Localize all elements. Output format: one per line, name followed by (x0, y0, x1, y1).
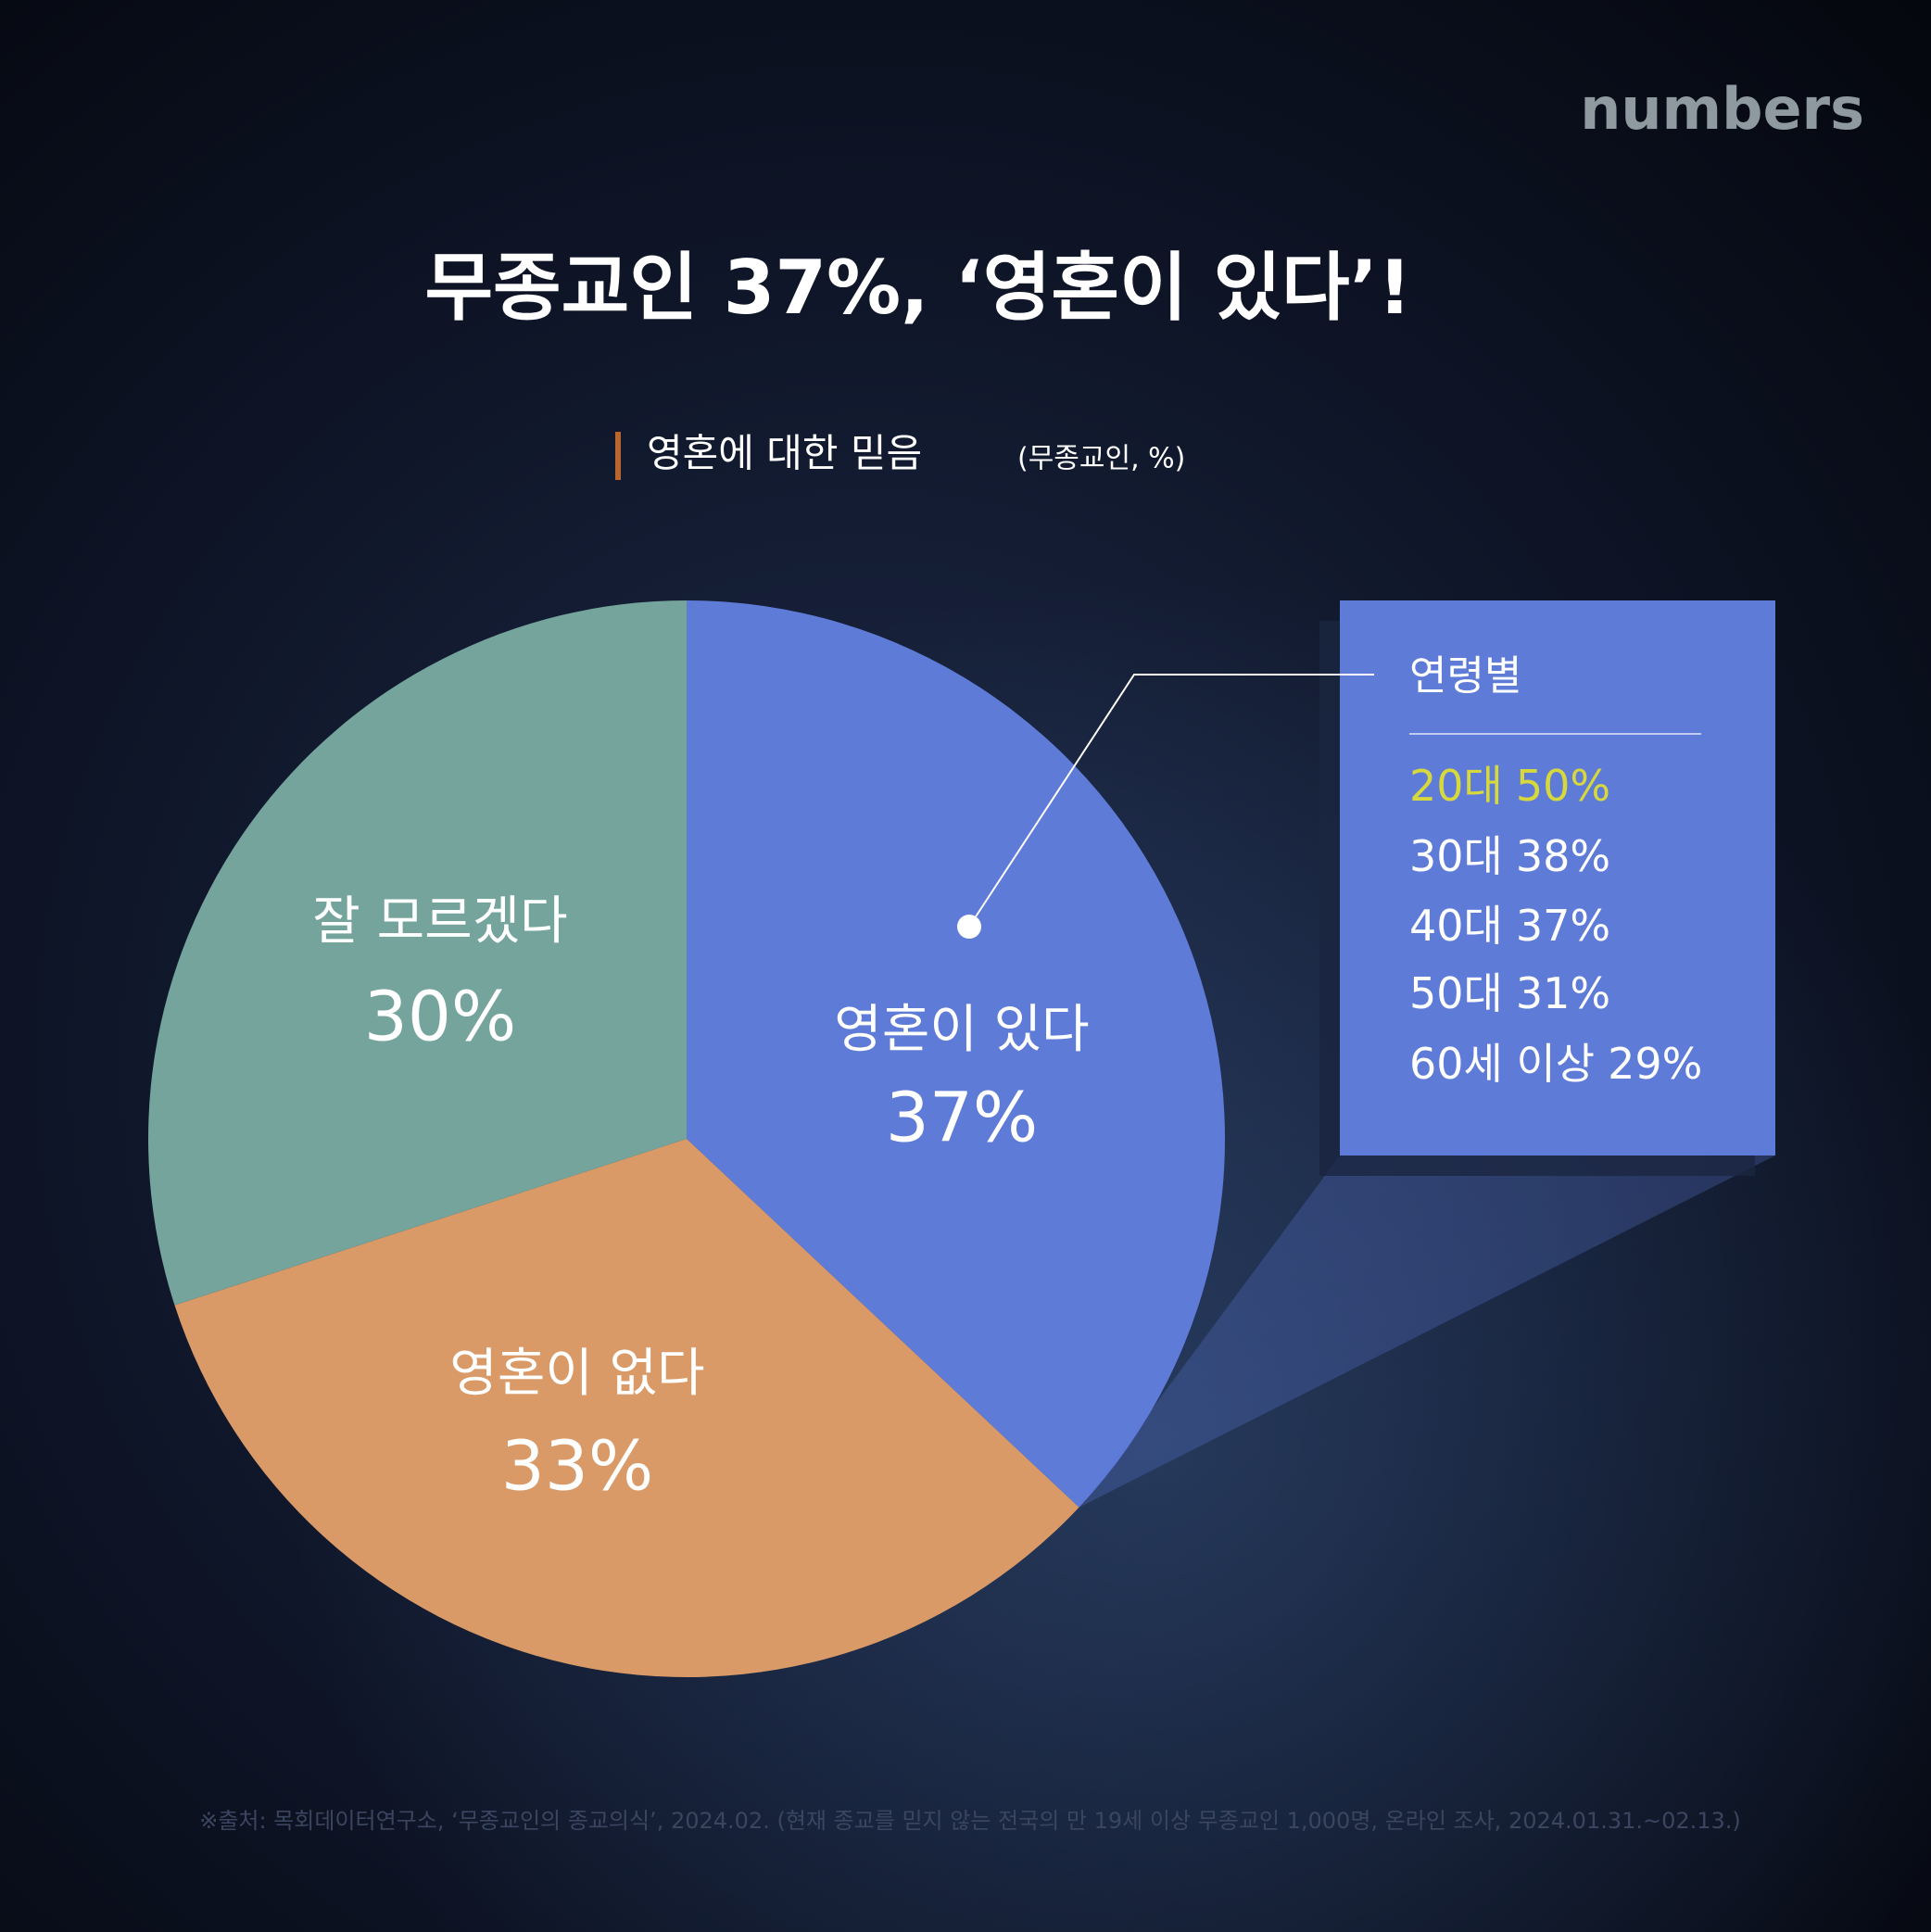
slice-label: 잘 모르겠다 (312, 891, 567, 952)
callout-category: 30대 (1409, 831, 1503, 881)
slice-value-label: 30% (364, 978, 516, 1057)
callout-category: 20대 (1409, 761, 1503, 811)
slice-label: 영혼이 없다 (449, 1344, 704, 1404)
callout-title: 연령별 (1409, 652, 1521, 700)
callout-item: 50대 31% (1409, 968, 1610, 1018)
callout-value: 31% (1516, 968, 1610, 1018)
callout-category: 60세 이상 (1409, 1039, 1595, 1089)
pie-slice (148, 600, 688, 1306)
slice-label: 영혼이 있다 (834, 1000, 1089, 1060)
callout: 연령별 20대 50% 30대 38% 40대 37% 50대 31% 60세 이상 29% (957, 600, 1775, 1508)
unit-note: (무종교인, %) (1017, 443, 1185, 475)
callout-connector (1079, 1155, 1775, 1508)
callout-value: 50% (1516, 761, 1610, 811)
leader-line (968, 674, 1374, 928)
slice-value-label: 37% (886, 1079, 1038, 1158)
callout-item: 20대 50% (1409, 761, 1610, 811)
slice-value-label: 33% (501, 1427, 653, 1507)
chart-title: 무종교인 37%, ‘영혼이 있다’! (424, 245, 1411, 331)
callout-category: 50대 (1409, 968, 1503, 1018)
subtitle-bar (615, 432, 621, 480)
callout-category: 40대 (1409, 901, 1503, 951)
callout-item: 60세 이상 29% (1409, 1039, 1702, 1089)
pie-slice (174, 1139, 1079, 1677)
leader-dot (957, 915, 981, 939)
callout-box (1340, 600, 1775, 1155)
callout-value: 29% (1608, 1039, 1702, 1089)
subtitle: 영혼에 대한 믿음 (647, 431, 922, 476)
callout-item: 30대 38% (1409, 831, 1610, 881)
source-note: ※출처: 목회데이터연구소, ‘무종교인의 종교의식’, 2024.02. (현… (199, 1808, 1741, 1834)
callout-item: 40대 37% (1409, 901, 1610, 951)
callout-value: 38% (1516, 831, 1610, 881)
brand-logo: numbers (1580, 75, 1864, 143)
callout-value: 37% (1516, 901, 1610, 951)
pie: 영혼이 있다 37% 영혼이 없다 33% 잘 모르겠다 30% (148, 600, 1225, 1677)
pie-slice (687, 600, 1225, 1508)
